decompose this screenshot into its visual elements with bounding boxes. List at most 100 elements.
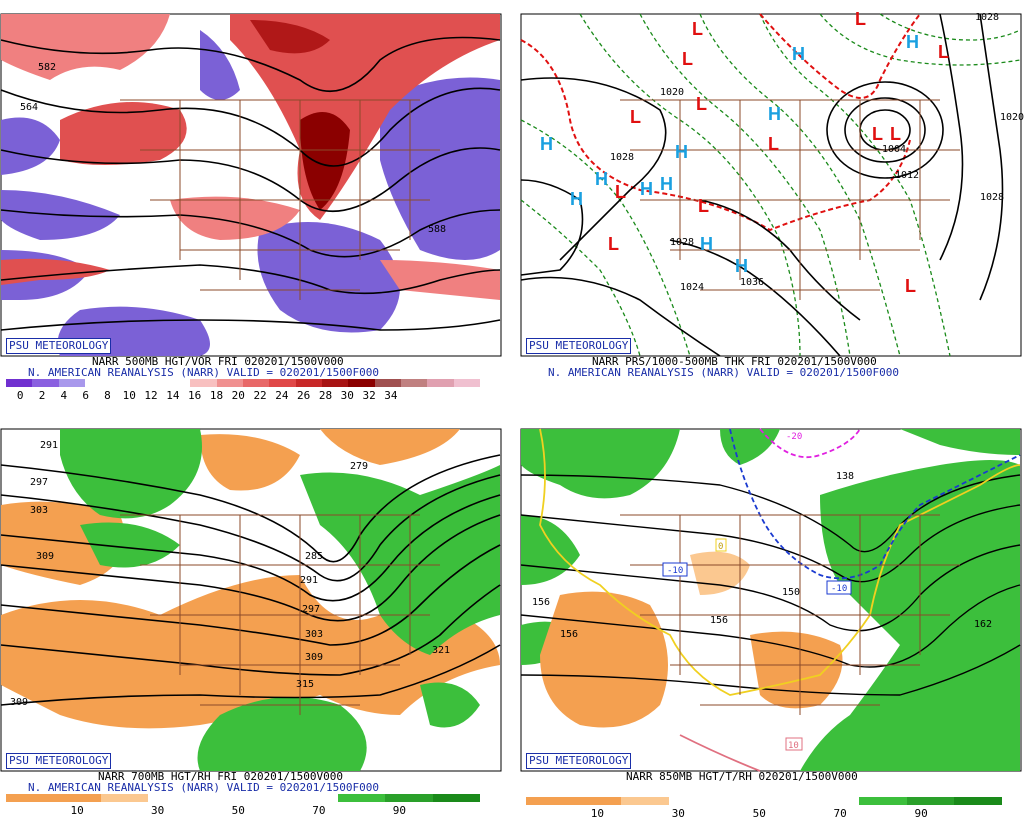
rh700-map: 291 297 303 309 279 285 291 297 303 309 … xyxy=(0,428,502,772)
contour-labels: 156 156 150 156 162 138 xyxy=(532,471,992,640)
neg-vort-area xyxy=(1,117,60,175)
contour-label: 321 xyxy=(432,645,450,656)
scale-tick: 34 xyxy=(384,389,398,402)
scale-tick: 50 xyxy=(752,807,766,820)
psu-badge: PSU METEOROLOGY xyxy=(6,338,112,354)
high-marker: H xyxy=(906,32,919,52)
temperature-labels: -10 -10 -20 10 0 xyxy=(662,432,852,751)
contour-label: 309 xyxy=(36,551,54,562)
moist-area xyxy=(720,429,780,465)
scale-tick: 18 xyxy=(209,389,224,402)
contour-label: 279 xyxy=(350,461,368,472)
pos-vort-area xyxy=(230,14,500,220)
caption-valid: N. AMERICAN REANALYSIS (NARR) VALID = 02… xyxy=(28,781,379,794)
moist-area xyxy=(521,429,680,499)
rh-color-scale xyxy=(526,797,1002,805)
scale-tick: 30 xyxy=(671,807,685,820)
dry-area xyxy=(1,501,125,585)
psu-badge: PSU METEOROLOGY xyxy=(526,338,632,354)
isobar-label: 1012 xyxy=(895,170,919,181)
moist-area xyxy=(80,522,180,568)
state-borders xyxy=(620,99,960,300)
temp-label: -10 xyxy=(831,584,847,594)
dry-area xyxy=(540,591,668,728)
low-marker: L xyxy=(630,107,641,127)
caption-title: NARR PRS/1000-500MB THK FRI 020201/1500V… xyxy=(592,355,877,368)
strong-vort-area xyxy=(300,112,350,210)
low-marker: L xyxy=(855,9,866,29)
high-marker: H xyxy=(700,234,713,254)
temp-label: 0 xyxy=(718,542,723,552)
caption-title: NARR 850MB HGT/T/RH 020201/1500V000 xyxy=(626,770,858,783)
height-contours xyxy=(0,36,501,331)
low-marker: L xyxy=(682,49,693,69)
scale-tick: 28 xyxy=(318,389,333,402)
dry-area xyxy=(320,429,460,465)
isobar-label: 1020 xyxy=(660,87,684,98)
zero-isotherm xyxy=(539,428,1021,696)
isobar-label: 1028 xyxy=(980,192,1004,203)
panel-500mb-vorticity: 582 564 588 PSU METEOROLOGY NARR 500MB H… xyxy=(0,0,504,404)
moist-area xyxy=(300,465,500,655)
contour-label: 291 xyxy=(40,440,58,451)
moist-area xyxy=(420,682,480,728)
contour-label: 138 xyxy=(836,471,854,482)
contour-label: 588 xyxy=(428,224,446,235)
scale-tick: 22 xyxy=(253,389,267,402)
state-borders xyxy=(120,514,440,715)
neg-vort-area xyxy=(200,30,240,100)
scale-tick: 10 xyxy=(122,389,136,402)
scale-tick: 30 xyxy=(151,804,165,817)
rh850-map: 156 156 150 156 162 138 -10 -10 -20 10 0 xyxy=(520,428,1022,772)
contour-label: 156 xyxy=(532,597,550,608)
temp-label: 10 xyxy=(788,741,799,751)
low-marker: L xyxy=(938,42,949,62)
high-marker: H xyxy=(595,169,608,189)
isotherms xyxy=(539,428,1021,772)
rh-scale-ticks: 10 30 50 70 90 xyxy=(526,807,1002,820)
isobar-label: 1028 xyxy=(975,12,999,23)
isobar-label: 1020 xyxy=(1000,112,1024,123)
temp-label: -20 xyxy=(786,432,802,442)
psu-badge: PSU METEOROLOGY xyxy=(6,753,112,769)
strong-vort-area xyxy=(250,20,330,54)
contour-label: 564 xyxy=(20,102,38,113)
isobar-label: 1028 xyxy=(610,152,634,163)
vorticity-map: 582 564 588 xyxy=(0,13,502,357)
low-marker: L xyxy=(608,234,619,254)
scale-tick: 10 xyxy=(590,807,605,820)
contour-label: 297 xyxy=(302,604,320,615)
caption-valid: N. AMERICAN REANALYSIS (NARR) VALID = 02… xyxy=(548,366,899,379)
scale-tick: 24 xyxy=(275,389,289,402)
scale-tick: 32 xyxy=(362,389,376,402)
moist-area xyxy=(521,515,580,585)
very-cold-isotherm xyxy=(759,428,861,459)
height-contours xyxy=(520,474,1021,696)
scale-tick: 10 xyxy=(70,804,84,817)
low-marker: L xyxy=(696,94,707,114)
vorticity-scale-ticks: 0 2 4 6 8 10 12 14 16 18 20 22 24 26 28 … xyxy=(6,389,480,402)
scale-tick: 0 xyxy=(16,389,24,402)
panel-pressure-thickness: H H H H H H H H H H H L L L L L L L L L … xyxy=(520,0,1024,404)
contour-label: 156 xyxy=(710,615,728,626)
dry-area xyxy=(200,434,300,491)
dry-area xyxy=(1,575,500,729)
high-marker: H xyxy=(675,142,688,162)
pos-vort-area xyxy=(1,14,170,80)
scale-tick: 30 xyxy=(340,389,354,402)
pos-vort-area xyxy=(60,102,187,165)
isobar-label: 1004 xyxy=(882,144,906,155)
caption-title: NARR 700MB HGT/RH FRI 020201/1500V000 xyxy=(98,770,344,783)
scale-tick: 50 xyxy=(231,804,245,817)
moist-area xyxy=(197,697,367,771)
contour-label: 162 xyxy=(974,619,992,630)
scale-tick: 8 xyxy=(104,389,111,402)
low-marker: L xyxy=(768,134,779,154)
panel-700mb-rh: 291 297 303 309 279 285 291 297 303 309 … xyxy=(0,415,504,819)
scale-tick: 90 xyxy=(914,807,928,820)
pressure-centers: H H H H H H H H H H H L L L L L L L L L … xyxy=(540,9,949,296)
state-borders xyxy=(620,514,960,715)
scale-tick: 26 xyxy=(297,389,311,402)
scale-tick: 20 xyxy=(231,389,245,402)
rh-scale-ticks: 10 30 50 70 90 xyxy=(6,804,480,817)
